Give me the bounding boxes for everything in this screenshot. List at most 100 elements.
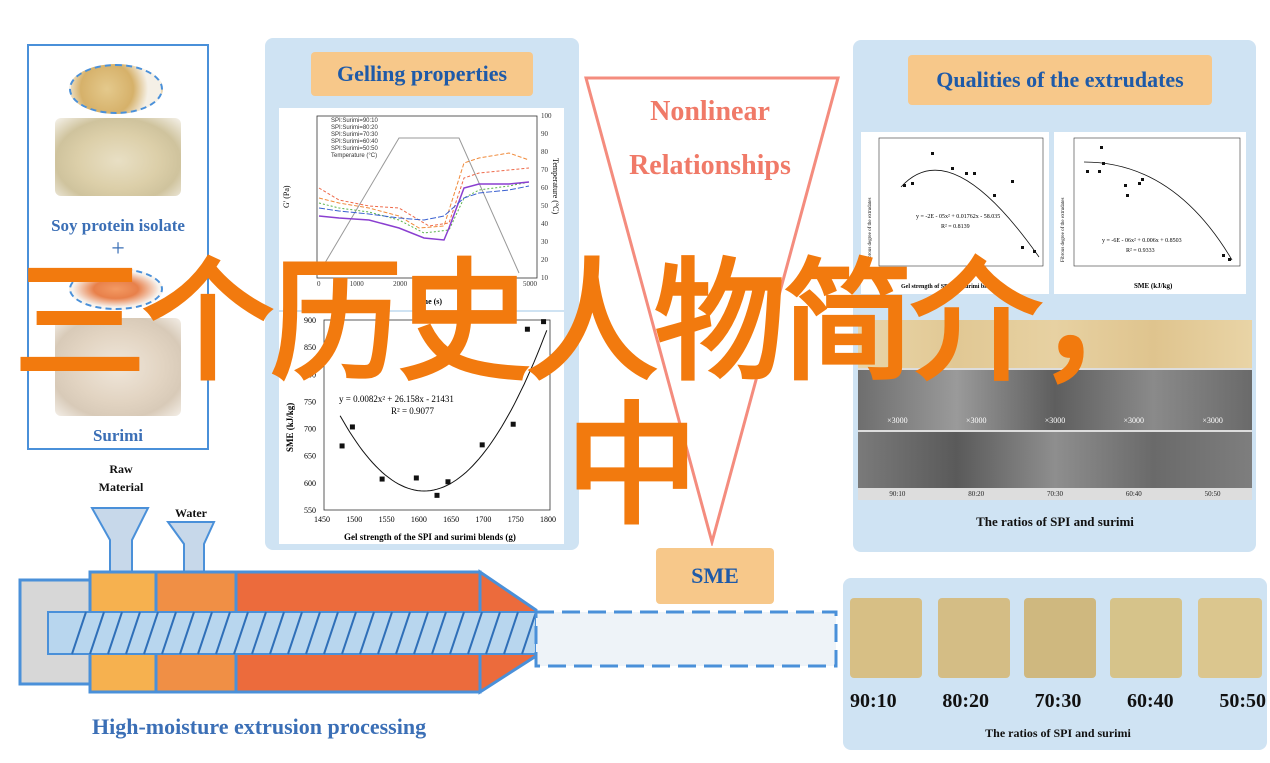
overlay-title-line2: 中 [566, 390, 698, 544]
x-tick-label: 1800 [540, 515, 556, 524]
sme-chart-svg: 1450 1500 1550 1600 1650 1700 1750 1800 550 600 65… [285, 316, 556, 542]
grid-ratio-labels: 90:10 80:20 70:30 60:40 50:50 [858, 490, 1252, 498]
screw-flight [143, 611, 159, 655]
rheology-chart: G' (Pa) Temperature (°C) Time (s) SPI:Su… [279, 108, 564, 310]
data-point [339, 443, 345, 449]
gelling-title: Gelling properties [311, 52, 533, 96]
extruder-title: High-moisture extrusion processing [92, 714, 427, 739]
grid-ratio: 90:10 [889, 490, 906, 498]
screw-flight [305, 611, 321, 655]
raw-label-1: Raw [109, 462, 133, 476]
fit-curve [339, 330, 548, 492]
ytick: 50 [541, 202, 548, 210]
y-tick-label: 700 [304, 425, 316, 434]
raw-label-2: Material [98, 480, 144, 494]
rheology-xlabel: Time (s) [414, 297, 442, 306]
data-point [349, 424, 355, 430]
screw-flight [197, 611, 213, 655]
extrudate-grid: ×3000 ×3000 ×3000 ×3000 ×3000 90:10 80:2… [858, 320, 1252, 500]
sme-xlabel: Gel strength of the SPI and surimi blend… [344, 532, 516, 542]
screw-flight [89, 611, 105, 655]
ytick: 30 [541, 238, 548, 246]
x-tick-label: 1550 [379, 515, 395, 524]
qualities-caption: The ratios of SPI and surimi [976, 514, 1134, 529]
fibrous-chart-left: y = -2E - 05x² + 0.01762x - 58.035 R² = … [861, 132, 1049, 294]
sample-photo [1024, 598, 1096, 678]
fibrous-chart-right: y = -6E - 06x² + 0.006x + 0.8503 R² = 0.… [1054, 132, 1246, 294]
screw-flight [179, 611, 195, 655]
r2-right: R² = 0.9333 [1126, 248, 1155, 254]
screw-flight [233, 611, 249, 655]
grid-ratio: 50:50 [1204, 490, 1221, 498]
sem-mag: ×3000 [1044, 416, 1066, 425]
sample-photo [1110, 598, 1182, 678]
screw-flight [107, 611, 123, 655]
data-point [379, 476, 385, 482]
ytick: 40 [541, 220, 548, 228]
sample-photo [850, 598, 922, 678]
y-tick-label: 750 [304, 397, 316, 406]
sample-ratio: 60:40 [1126, 690, 1174, 712]
screw-flight [413, 611, 429, 655]
sme-chart: 1450 1500 1550 1600 1650 1700 1750 1800 550 600 65… [279, 312, 564, 544]
ytick: 100 [541, 112, 552, 120]
fibrous-right-svg: y = -6E - 06x² + 0.006x + 0.8503 R² = 0.… [1061, 137, 1241, 290]
sme-ylabel: SME (kJ/kg) [285, 403, 295, 452]
y-tick-label: 650 [304, 452, 316, 461]
sem-mag: ×3000 [1202, 416, 1223, 425]
x-tick-label: 1750 [508, 515, 524, 524]
overlay-title-line1: 三个历史人物简介， [14, 246, 1170, 400]
xtick: 4000 [479, 280, 494, 288]
sample-ratio: 90:10 [850, 690, 897, 712]
sme-tag: SME [656, 548, 774, 604]
data-point [510, 421, 516, 427]
x-tick-label: 1500 [346, 515, 362, 524]
ytick: 20 [541, 256, 548, 264]
ytick: 70 [541, 166, 548, 174]
x-tick-label: 1450 [314, 515, 330, 524]
y-tick-label: 850 [304, 343, 316, 352]
r2-left: R² = 0.8139 [941, 224, 970, 230]
screw-flight [71, 611, 87, 655]
sem-row-1 [858, 370, 1252, 430]
sme-r2: R² = 0.9077 [391, 406, 435, 416]
screw-flight [215, 611, 231, 655]
qualities-title: Qualities of the extrudates [908, 55, 1212, 105]
xlabel-left: Gel strength of SPI and surimi blends [901, 284, 998, 290]
screw-flight [485, 611, 501, 655]
y-tick-label: 600 [304, 479, 316, 488]
plus-sign: + [111, 236, 125, 262]
nonlinear-triangle [584, 76, 840, 546]
legend-item: SPI:Surimi=70:30 [331, 132, 378, 138]
data-point [524, 326, 530, 332]
sem-row-2 [858, 432, 1252, 488]
surimi-label: Surimi [92, 426, 144, 445]
grid-ratio: 80:20 [968, 490, 985, 498]
screw-flight [359, 611, 375, 655]
soy-label: Soy protein isolate [51, 216, 185, 235]
ingredients-panel: Soy protein isolate + Surimi [27, 44, 209, 450]
screw-flight [449, 611, 465, 655]
sample-photo [1198, 598, 1262, 678]
sem-mag: ×3000 [965, 416, 987, 425]
sme-equation: y = 0.0082x² + 26.158x - 21431 [339, 394, 454, 404]
nonlinear-title-1: Nonlinear [650, 96, 770, 127]
x-tick-label: 1700 [475, 515, 491, 524]
rheology-svg: G' (Pa) Temperature (°C) Time (s) [282, 115, 560, 306]
samples-strip [848, 594, 1262, 682]
y-tick-label: 800 [304, 370, 316, 379]
xtick: 0 [317, 280, 321, 288]
samples-caption: The ratios of SPI and surimi [985, 726, 1131, 740]
sample-ratio-labels: 90:10 80:20 70:30 60:40 50:50 [850, 690, 1266, 713]
ytick: 90 [541, 130, 548, 138]
screw-flight [287, 611, 303, 655]
surimi-image [55, 318, 181, 416]
screw-flight [377, 611, 393, 655]
screw-flight [323, 611, 339, 655]
legend-item: Temperature (°C) [331, 153, 378, 159]
ylabel-left: Fibrous degree of the extrudates [868, 198, 873, 262]
ytick: 80 [541, 148, 548, 156]
screw-flight [341, 611, 357, 655]
rheology-ylabel-right: Temperature (°C) [551, 158, 560, 215]
nonlinear-title-2: Relationships [629, 150, 791, 181]
